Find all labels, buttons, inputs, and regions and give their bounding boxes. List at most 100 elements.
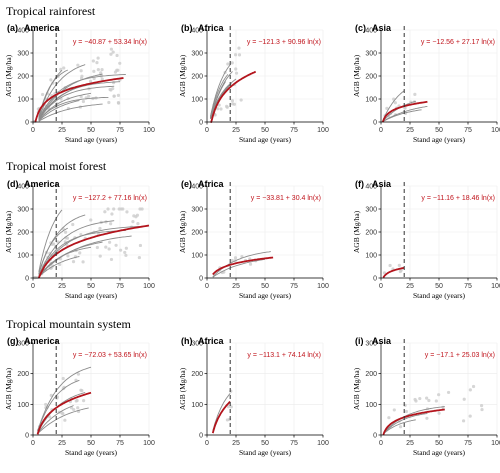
panel-e: 0 25 50 75 100 0 100 200 300 400 Stand age (years)…: [178, 179, 329, 300]
data-point: [79, 95, 83, 99]
fit-curve: [211, 400, 231, 434]
data-point: [96, 68, 100, 72]
data-point: [44, 402, 48, 407]
data-point: [41, 92, 45, 97]
panel-tag: (h): [181, 336, 193, 346]
panel-region: Africa: [198, 179, 225, 189]
panel-h: 0 25 50 75 100 0 100 200 300 Stand age (years) AGB…: [178, 336, 329, 457]
data-point: [100, 68, 104, 72]
data-point: [78, 251, 82, 255]
site-curve: [38, 230, 126, 276]
data-point: [63, 230, 68, 234]
panel-tag: (i): [355, 336, 364, 346]
y-tick-label: 100: [365, 253, 377, 260]
y-tick-label: 100: [17, 402, 29, 409]
site-curve: [38, 100, 80, 122]
site-curve: [212, 258, 266, 278]
y-tick-label: 200: [191, 74, 203, 81]
x-tick-label: 0: [31, 440, 35, 447]
panel-region: Asia: [372, 336, 392, 346]
site-curve: [38, 220, 115, 276]
x-tick-label: 0: [31, 283, 35, 290]
site-curve: [210, 74, 229, 117]
x-tick-label: 50: [435, 440, 443, 447]
data-point: [125, 210, 129, 214]
x-tick-label: 75: [290, 127, 298, 134]
site-curve: [210, 81, 226, 118]
site-curve: [37, 366, 92, 432]
data-point: [385, 106, 389, 110]
x-tick-label: 75: [464, 440, 472, 447]
x-tick-label: 25: [232, 283, 240, 290]
x-tick-label: 50: [435, 283, 443, 290]
x-tick-label: 25: [406, 127, 414, 134]
data-point: [116, 101, 121, 105]
data-point: [403, 106, 407, 110]
y-tick-label: 400: [191, 184, 203, 191]
data-point: [89, 218, 93, 222]
y-tick-label: 200: [191, 371, 203, 378]
data-point: [104, 245, 108, 249]
data-point: [115, 68, 119, 72]
data-point: [98, 226, 102, 231]
data-point: [119, 207, 123, 211]
data-point: [397, 263, 401, 267]
y-tick-label: 200: [17, 371, 29, 378]
site-curve: [383, 109, 422, 122]
data-point: [387, 416, 391, 420]
x-axis-title: Stand age (years): [65, 291, 118, 300]
data-point: [109, 257, 114, 262]
x-tick-label: 25: [58, 440, 66, 447]
data-point: [471, 384, 476, 389]
x-axis-title: Stand age (years): [413, 291, 466, 300]
data-point: [413, 92, 417, 96]
x-tick-label: 25: [58, 127, 66, 134]
y-tick-label: 400: [191, 28, 203, 35]
data-point: [92, 69, 96, 73]
data-point: [461, 419, 466, 423]
data-point: [233, 53, 238, 57]
data-point: [225, 104, 229, 108]
y-tick-label: 0: [373, 120, 377, 127]
y-tick-label: 400: [17, 28, 29, 35]
x-tick-label: 75: [290, 283, 298, 290]
x-tick-label: 75: [464, 127, 472, 134]
section-title-mountain-system: Tropical mountain system: [6, 317, 132, 331]
site-curve: [38, 96, 109, 121]
data-point: [87, 94, 91, 98]
data-point: [226, 405, 231, 409]
x-tick-label: 75: [116, 127, 124, 134]
y-axis-title: AGB (Mg/ha): [4, 54, 13, 97]
x-tick-label: 50: [87, 283, 95, 290]
x-tick-label: 75: [464, 283, 472, 290]
data-point: [140, 207, 144, 211]
data-point: [91, 59, 95, 63]
x-tick-label: 100: [491, 127, 500, 134]
x-tick-label: 50: [87, 440, 95, 447]
fit-curve: [382, 408, 445, 436]
panel-tag: (f): [355, 179, 364, 189]
x-tick-label: 25: [232, 127, 240, 134]
data-point: [219, 107, 223, 111]
x-tick-label: 0: [205, 440, 209, 447]
x-axis-title: Stand age (years): [413, 135, 466, 144]
y-axis-title: AGB (Mg/ha): [352, 367, 361, 410]
fit-curve: [34, 77, 124, 123]
data-point: [138, 243, 143, 248]
y-tick-label: 300: [365, 207, 377, 214]
site-curve: [382, 406, 445, 434]
data-point: [234, 67, 238, 71]
data-point: [468, 388, 472, 392]
panel-tag: (b): [181, 23, 193, 33]
x-tick-label: 75: [290, 440, 298, 447]
y-tick-label: 300: [191, 341, 203, 348]
fit-curve: [381, 100, 428, 123]
y-tick-label: 200: [365, 230, 377, 237]
data-point: [232, 102, 237, 106]
site-curve: [38, 85, 115, 121]
x-tick-label: 50: [87, 127, 95, 134]
x-tick-label: 25: [406, 283, 414, 290]
x-tick-label: 25: [232, 440, 240, 447]
equation-label: y = −113.1 + 74.14 ln(x): [247, 352, 321, 359]
